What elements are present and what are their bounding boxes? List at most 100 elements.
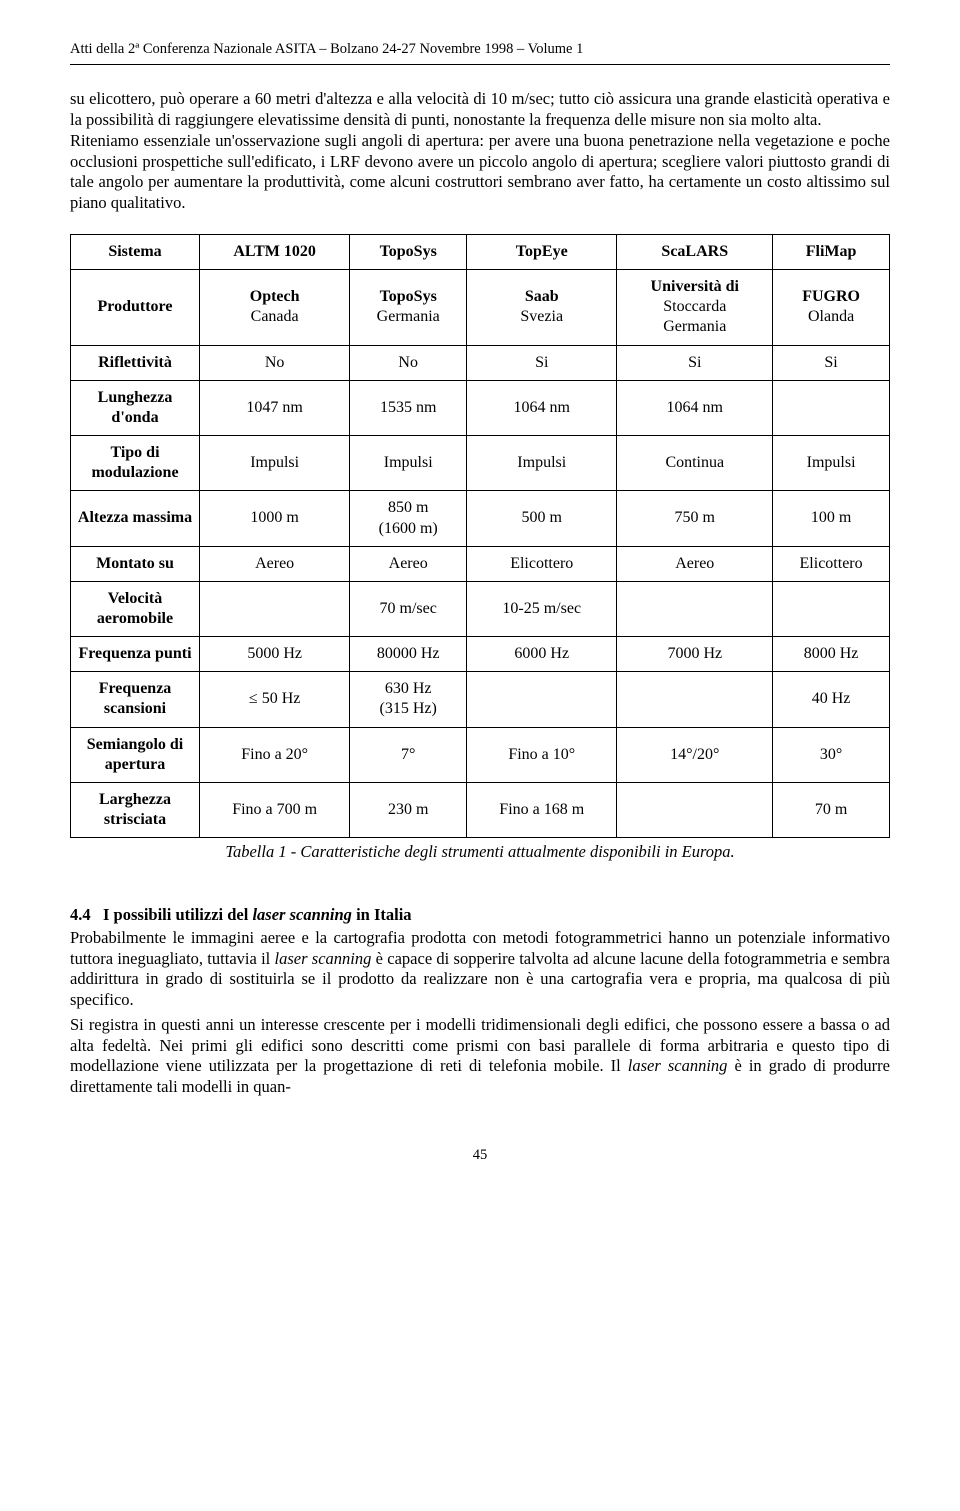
table-cell: Aereo xyxy=(617,546,773,581)
table-cell: Continua xyxy=(617,436,773,491)
table-cell xyxy=(773,380,890,435)
table-row: Semiangolo di aperturaFino a 20°7°Fino a… xyxy=(71,727,890,782)
row-head: Lunghezza d'onda xyxy=(71,380,200,435)
table-cell: Impulsi xyxy=(773,436,890,491)
table-row: Lunghezza d'onda1047 nm1535 nm1064 nm106… xyxy=(71,380,890,435)
table-cell xyxy=(467,672,617,727)
table-cell: Fino a 168 m xyxy=(467,782,617,837)
table-cell: Elicottero xyxy=(773,546,890,581)
table-cell: Aereo xyxy=(350,546,467,581)
table-cell: 30° xyxy=(773,727,890,782)
sec-p2-italic: laser scanning xyxy=(628,1056,728,1075)
row-head: Tipo di modulazione xyxy=(71,436,200,491)
table-cell: ≤ 50 Hz xyxy=(200,672,350,727)
row-head: Riflettività xyxy=(71,345,200,380)
table-cell: Università diStoccardaGermania xyxy=(617,270,773,345)
table-cell: FUGROOlanda xyxy=(773,270,890,345)
table-cell: 100 m xyxy=(773,491,890,546)
table-cell: No xyxy=(200,345,350,380)
table-cell: Fino a 700 m xyxy=(200,782,350,837)
row-head: Frequenza scansioni xyxy=(71,672,200,727)
table-cell: Fino a 10° xyxy=(467,727,617,782)
table-cell: 500 m xyxy=(467,491,617,546)
table-cell: Aereo xyxy=(200,546,350,581)
header-rule xyxy=(70,64,890,65)
section-number: 4.4 xyxy=(70,905,91,924)
table-cell xyxy=(617,581,773,636)
table-cell xyxy=(200,581,350,636)
table-cell xyxy=(773,581,890,636)
table-row: Tipo di modulazioneImpulsiImpulsiImpulsi… xyxy=(71,436,890,491)
table-caption: Tabella 1 - Caratteristiche degli strume… xyxy=(70,842,890,863)
table-row: Montato suAereoAereoElicotteroAereoElico… xyxy=(71,546,890,581)
section-paragraph-1: Probabilmente le immagini aeree e la car… xyxy=(70,928,890,1011)
table-cell: OptechCanada xyxy=(200,270,350,345)
table-cell: 1000 m xyxy=(200,491,350,546)
para2-text: Riteniamo essenziale un'osservazione sug… xyxy=(70,131,890,212)
table-cell: 230 m xyxy=(350,782,467,837)
table-cell: 7000 Hz xyxy=(617,637,773,672)
table-cell: 70 m xyxy=(773,782,890,837)
page-header: Atti della 2ª Conferenza Nazionale ASITA… xyxy=(70,40,890,58)
table-cell: 1064 nm xyxy=(617,380,773,435)
table-row: Frequenza scansioni≤ 50 Hz630 Hz(315 Hz)… xyxy=(71,672,890,727)
table-header-row: Sistema ALTM 1020 TopoSys TopEye ScaLARS… xyxy=(71,234,890,269)
row-head: Velocità aeromobile xyxy=(71,581,200,636)
col-flimap: FliMap xyxy=(773,234,890,269)
table-cell: Fino a 20° xyxy=(200,727,350,782)
col-toposys: TopoSys xyxy=(350,234,467,269)
para1-text: su elicottero, può operare a 60 metri d'… xyxy=(70,89,890,129)
section-paragraph-2: Si registra in questi anni un interesse … xyxy=(70,1015,890,1098)
table-cell: TopoSysGermania xyxy=(350,270,467,345)
systems-table: Sistema ALTM 1020 TopoSys TopEye ScaLARS… xyxy=(70,234,890,838)
page-number: 45 xyxy=(70,1146,890,1164)
table-row: Altezza massima1000 m850 m(1600 m)500 m7… xyxy=(71,491,890,546)
table-cell: Impulsi xyxy=(350,436,467,491)
section-title-a: I possibili utilizzi del xyxy=(103,905,252,924)
row-head: Larghezza strisciata xyxy=(71,782,200,837)
table-cell: 80000 Hz xyxy=(350,637,467,672)
table-cell: 1535 nm xyxy=(350,380,467,435)
col-altm: ALTM 1020 xyxy=(200,234,350,269)
row-head: Semiangolo di apertura xyxy=(71,727,200,782)
table-cell: 1047 nm xyxy=(200,380,350,435)
table-cell: Impulsi xyxy=(200,436,350,491)
col-topeye: TopEye xyxy=(467,234,617,269)
table-cell: 5000 Hz xyxy=(200,637,350,672)
table-cell: 6000 Hz xyxy=(467,637,617,672)
table-cell: SaabSvezia xyxy=(467,270,617,345)
table-cell xyxy=(617,672,773,727)
section-heading-4-4: 4.4 I possibili utilizzi del laser scann… xyxy=(70,905,890,926)
row-head: Montato su xyxy=(71,546,200,581)
col-scalars: ScaLARS xyxy=(617,234,773,269)
table-cell: 10-25 m/sec xyxy=(467,581,617,636)
table-cell: 7° xyxy=(350,727,467,782)
table-cell xyxy=(617,782,773,837)
table-cell: 750 m xyxy=(617,491,773,546)
table-row: ProduttoreOptechCanadaTopoSysGermaniaSaa… xyxy=(71,270,890,345)
table-row: Larghezza strisciataFino a 700 m230 mFin… xyxy=(71,782,890,837)
table-cell: 1064 nm xyxy=(467,380,617,435)
table-cell: Elicottero xyxy=(467,546,617,581)
table-cell: Impulsi xyxy=(467,436,617,491)
sec-p1-italic: laser scanning xyxy=(275,949,372,968)
row-head: Frequenza punti xyxy=(71,637,200,672)
paragraph-1: su elicottero, può operare a 60 metri d'… xyxy=(70,89,890,214)
table-cell: Si xyxy=(773,345,890,380)
table-row: Frequenza punti5000 Hz80000 Hz6000 Hz700… xyxy=(71,637,890,672)
table-cell: No xyxy=(350,345,467,380)
section-title-b: in Italia xyxy=(352,905,412,924)
table-cell: Si xyxy=(467,345,617,380)
table-cell: 70 m/sec xyxy=(350,581,467,636)
col-sistema: Sistema xyxy=(71,234,200,269)
table-cell: 630 Hz(315 Hz) xyxy=(350,672,467,727)
table-cell: 14°/20° xyxy=(617,727,773,782)
table-row: RiflettivitàNoNoSiSiSi xyxy=(71,345,890,380)
table-cell: 40 Hz xyxy=(773,672,890,727)
table-cell: 8000 Hz xyxy=(773,637,890,672)
row-head: Produttore xyxy=(71,270,200,345)
section-title-italic: laser scanning xyxy=(252,905,351,924)
table-cell: 850 m(1600 m) xyxy=(350,491,467,546)
table-cell: Si xyxy=(617,345,773,380)
table-row: Velocità aeromobile 70 m/sec10-25 m/sec xyxy=(71,581,890,636)
